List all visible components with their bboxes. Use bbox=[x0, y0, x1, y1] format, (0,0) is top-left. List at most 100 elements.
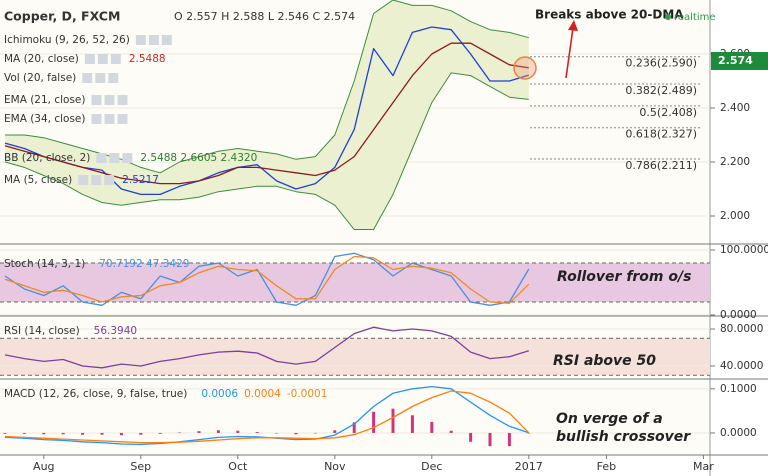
histogram-bar bbox=[275, 432, 279, 434]
y-tick-label: 40.0000 bbox=[720, 360, 763, 372]
indicator-label: RSI (14, close) bbox=[4, 325, 80, 337]
indicator-readout: -0.0001 bbox=[287, 388, 328, 400]
annotation: Breaks above 20-DMA bbox=[535, 8, 684, 22]
histogram-bar bbox=[488, 432, 492, 447]
series-line bbox=[4, 326, 529, 369]
histogram-bar bbox=[119, 432, 123, 436]
histogram-bar bbox=[410, 415, 414, 433]
y-tick-label: 0.1000 bbox=[720, 383, 757, 395]
series-line bbox=[4, 72, 529, 230]
legend-icon bbox=[104, 114, 115, 124]
y-tick-label: 0.0000 bbox=[720, 427, 757, 439]
legend-icon bbox=[91, 95, 102, 105]
legend-icon bbox=[78, 175, 89, 185]
last-price-box bbox=[711, 52, 768, 71]
legend-icon bbox=[135, 35, 146, 45]
status-label: realtime bbox=[674, 12, 716, 23]
histogram-bar bbox=[449, 430, 453, 433]
indicator-label: EMA (34, close) bbox=[4, 113, 86, 125]
legend-icon bbox=[161, 35, 172, 45]
legend-icon bbox=[109, 153, 120, 163]
zone bbox=[0, 263, 710, 302]
histogram-bar bbox=[22, 432, 26, 434]
fib-label: 0.382(2.489) bbox=[625, 84, 697, 97]
y-tick-label: 2.000 bbox=[720, 210, 750, 222]
series-line bbox=[4, 255, 530, 304]
fib-label: 0.5(2.408) bbox=[639, 106, 697, 119]
legend-icon bbox=[91, 114, 102, 124]
histogram-bar bbox=[469, 432, 473, 442]
histogram-bar bbox=[430, 421, 434, 433]
histogram-bar bbox=[3, 432, 7, 434]
indicator-readout: 0.0004 bbox=[244, 388, 281, 400]
ohlc-readout: O 2.557 H 2.588 L 2.546 C 2.574 bbox=[174, 10, 355, 23]
indicator-label: MA (20, close) bbox=[4, 53, 79, 65]
y-tick-label: 2.200 bbox=[720, 156, 750, 168]
y-tick-label: 100.0000 bbox=[720, 244, 768, 256]
series-line bbox=[4, 252, 530, 306]
fib-label: 0.236(2.590) bbox=[625, 57, 697, 70]
x-tick-label: Sep bbox=[130, 460, 151, 473]
legend-icon bbox=[148, 35, 159, 45]
indicator-label: MACD (12, 26, close, 9, false, true) bbox=[4, 388, 187, 400]
histogram-bar bbox=[294, 432, 298, 435]
y-tick-label: 80.0000 bbox=[720, 323, 763, 335]
indicator-label: EMA (21, close) bbox=[4, 94, 86, 106]
x-tick-label: Oct bbox=[228, 460, 248, 473]
series-line bbox=[4, 42, 529, 185]
x-tick-label: Mar bbox=[693, 460, 714, 473]
histogram-bar bbox=[333, 430, 337, 433]
annotation: On verge of a bbox=[556, 411, 663, 427]
band-fill bbox=[5, 0, 529, 230]
y-tick-label: 0.0000 bbox=[720, 309, 757, 321]
histogram-bar bbox=[372, 411, 376, 433]
legend-icon bbox=[97, 54, 108, 64]
status-dot bbox=[665, 14, 671, 20]
x-tick-label: Aug bbox=[33, 460, 54, 473]
indicator-label: Stoch (14, 3, 1) bbox=[4, 258, 85, 270]
legend-icon bbox=[108, 73, 119, 83]
histogram-bar bbox=[352, 422, 356, 433]
arrow-head bbox=[568, 20, 578, 31]
legend-icon bbox=[104, 95, 115, 105]
histogram-bar bbox=[197, 431, 201, 433]
legend-icon bbox=[84, 54, 95, 64]
histogram-bar bbox=[42, 432, 46, 435]
zone bbox=[0, 338, 710, 376]
histogram-bar bbox=[81, 432, 85, 435]
annotation: bullish crossover bbox=[556, 429, 691, 445]
indicator-readout: 70.7192 47.3429 bbox=[99, 258, 189, 270]
histogram-bar bbox=[507, 432, 511, 447]
indicator-label: BB (20, close, 2) bbox=[4, 152, 90, 164]
legend-icon bbox=[122, 153, 133, 163]
histogram-bar bbox=[61, 432, 65, 435]
histogram-bar bbox=[178, 432, 182, 433]
chart-title: Copper, D, FXCM bbox=[4, 9, 120, 24]
x-tick-label: Feb bbox=[597, 460, 616, 473]
series-line bbox=[4, 390, 530, 444]
annotation: Rollover from o/s bbox=[557, 269, 691, 285]
arrow-shaft bbox=[565, 27, 574, 79]
histogram-bar bbox=[139, 432, 143, 435]
indicator-readout: 0.0006 bbox=[201, 388, 238, 400]
highlight-circle bbox=[513, 56, 537, 80]
legend-icon bbox=[96, 153, 107, 163]
last-price-label: 2.574 bbox=[718, 54, 753, 67]
indicator-label: MA (5, close) bbox=[4, 174, 72, 186]
histogram-bar bbox=[255, 432, 259, 433]
legend-icon bbox=[82, 73, 93, 83]
legend-icon bbox=[91, 175, 102, 185]
series-line bbox=[4, 26, 529, 196]
indicator-label: Ichimoku (9, 26, 52, 26) bbox=[4, 34, 130, 46]
indicator-label: Vol (20, false) bbox=[4, 72, 76, 84]
series-line bbox=[5, 0, 529, 174]
legend-icon bbox=[104, 175, 115, 185]
y-tick-label: 2.400 bbox=[720, 102, 750, 114]
histogram-bar bbox=[313, 432, 317, 434]
histogram-bar bbox=[216, 430, 220, 433]
legend-icon bbox=[117, 114, 128, 124]
indicator-readout: 2.5488 bbox=[129, 53, 166, 65]
